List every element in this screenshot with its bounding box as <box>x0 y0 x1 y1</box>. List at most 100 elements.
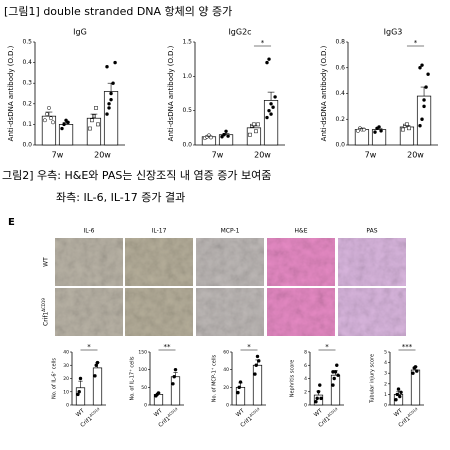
x-tick-superscript: ΔCD19 <box>327 407 339 418</box>
y-tick-label: 0.2 <box>335 116 345 123</box>
data-point <box>267 57 271 61</box>
y-tick-label: 50 <box>141 385 147 391</box>
x-tick-label: 7w <box>52 151 64 160</box>
data-point <box>93 374 97 378</box>
data-point <box>105 112 109 116</box>
row-label: Crif1ΔCD19 <box>41 298 50 326</box>
data-point <box>78 376 83 381</box>
y-tick-label: 0.4 <box>335 90 345 97</box>
y-tick-label: 0 <box>66 403 69 409</box>
y-tick-label: 0.2 <box>22 100 32 107</box>
y-tick-label: 0 <box>144 403 147 409</box>
y-tick-label: 6 <box>304 363 307 369</box>
data-point <box>314 399 318 404</box>
data-point <box>90 118 94 123</box>
micrograph <box>55 288 123 336</box>
y-tick-label: 0.0 <box>335 142 345 149</box>
data-point <box>42 118 47 123</box>
y-axis-label: No. of IL-17⁺ cells <box>130 356 136 400</box>
data-point <box>49 116 53 121</box>
data-point <box>253 372 257 376</box>
data-point <box>420 63 424 67</box>
y-axis-label: Anti-dsDNA antibody (O.D.) <box>167 45 175 141</box>
data-point <box>172 375 176 379</box>
panel-label: E <box>8 217 15 228</box>
x-tick-superscript: ΔCD19 <box>249 407 261 418</box>
data-point <box>411 371 415 375</box>
x-tick-label: 20w <box>94 151 111 160</box>
micrograph <box>196 288 264 336</box>
y-tick-label: 20 <box>63 376 69 382</box>
data-point <box>336 373 340 377</box>
x-tick-label: WT <box>393 408 404 419</box>
data-point <box>237 385 241 390</box>
caption: [그림1] double stranded DNA 항체의 양 증가 <box>4 5 232 18</box>
data-point <box>426 72 430 76</box>
data-point <box>318 383 322 387</box>
data-point <box>254 129 258 134</box>
data-point <box>335 363 339 367</box>
y-axis-label: Tubular injury score <box>370 354 376 404</box>
y-tick-label: 2 <box>304 389 307 395</box>
data-point <box>379 129 383 133</box>
data-point <box>254 363 258 367</box>
micrograph <box>267 238 335 286</box>
data-point <box>395 392 399 397</box>
y-tick-label: 0 <box>304 403 307 409</box>
data-point <box>76 392 80 397</box>
y-tick-label: 4 <box>384 360 387 366</box>
y-axis-label: No. of IL-6⁺ cells <box>52 358 58 399</box>
bar <box>410 369 421 406</box>
data-point <box>107 102 111 106</box>
data-point <box>256 122 260 127</box>
column-label: MCP-1 <box>221 228 240 235</box>
significance-label: *** <box>402 343 413 351</box>
significance-label: * <box>247 343 251 351</box>
x-tick-label: 20w <box>407 151 424 160</box>
y-tick-label: 150 <box>138 350 147 356</box>
significance-label: * <box>325 343 329 351</box>
data-point <box>398 394 402 399</box>
bar <box>75 387 86 406</box>
micrograph <box>338 238 406 286</box>
y-tick-label: 0 <box>384 403 387 409</box>
data-point <box>62 122 66 127</box>
data-point <box>422 98 426 102</box>
caption: 좌측: IL-6, IL-17 증가 결과 <box>56 191 185 204</box>
data-point <box>94 106 98 110</box>
data-point <box>319 396 323 401</box>
chart-title: IgG <box>73 28 87 37</box>
bar <box>313 394 324 406</box>
significance-label: * <box>87 343 91 351</box>
bar <box>330 374 341 406</box>
bar <box>92 367 103 406</box>
data-point <box>60 126 64 131</box>
data-point <box>209 135 213 140</box>
data-point <box>420 117 424 121</box>
data-point <box>407 126 411 131</box>
y-tick-label: 2 <box>384 381 387 387</box>
y-tick-label: 40 <box>63 350 69 356</box>
data-point <box>47 105 51 110</box>
data-point <box>96 122 100 127</box>
data-point <box>415 369 419 373</box>
micrograph <box>338 288 406 336</box>
x-tick-label: 20w <box>254 151 271 160</box>
data-point <box>265 115 269 120</box>
bar <box>252 364 263 406</box>
data-point <box>109 97 113 102</box>
data-point <box>224 129 228 133</box>
y-tick-label: 60 <box>223 350 229 356</box>
x-tick-superscript: ΔCD19 <box>407 407 419 418</box>
data-point <box>173 367 178 372</box>
data-point <box>109 91 113 96</box>
y-tick-label: 3 <box>384 371 387 377</box>
data-point <box>77 390 81 394</box>
data-point <box>401 127 405 132</box>
bar <box>416 95 432 146</box>
y-axis-label: No. of MCP-1⁺ cells <box>212 354 218 402</box>
x-tick-label: 7w <box>365 151 377 160</box>
y-tick-label: 8 <box>304 350 307 356</box>
x-tick-superscript: ΔCD19 <box>89 407 101 418</box>
